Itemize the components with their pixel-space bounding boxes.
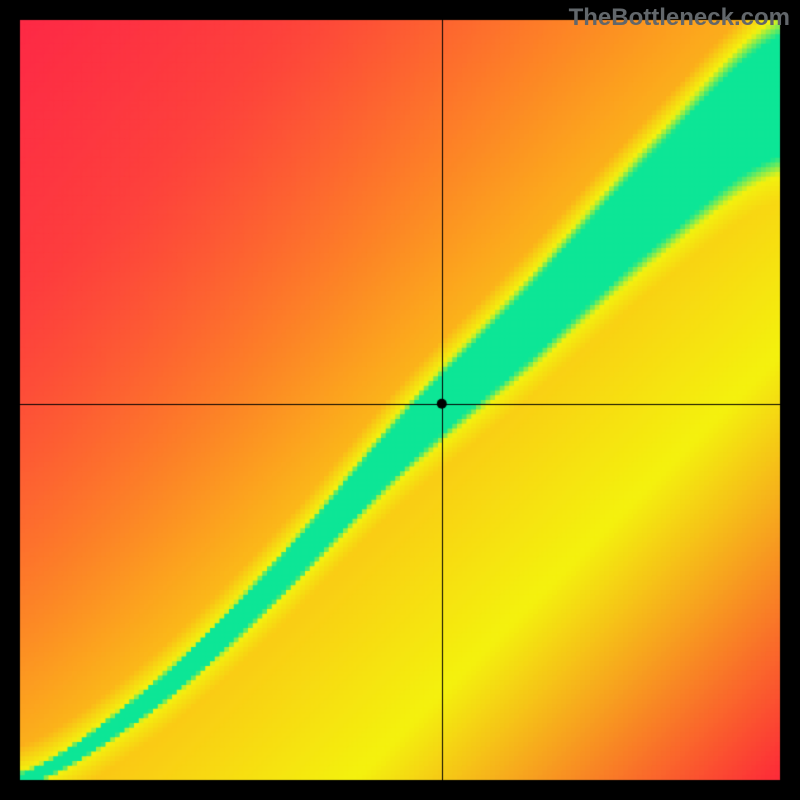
chart-container: TheBottleneck.com <box>0 0 800 800</box>
bottleneck-heatmap <box>0 0 800 800</box>
